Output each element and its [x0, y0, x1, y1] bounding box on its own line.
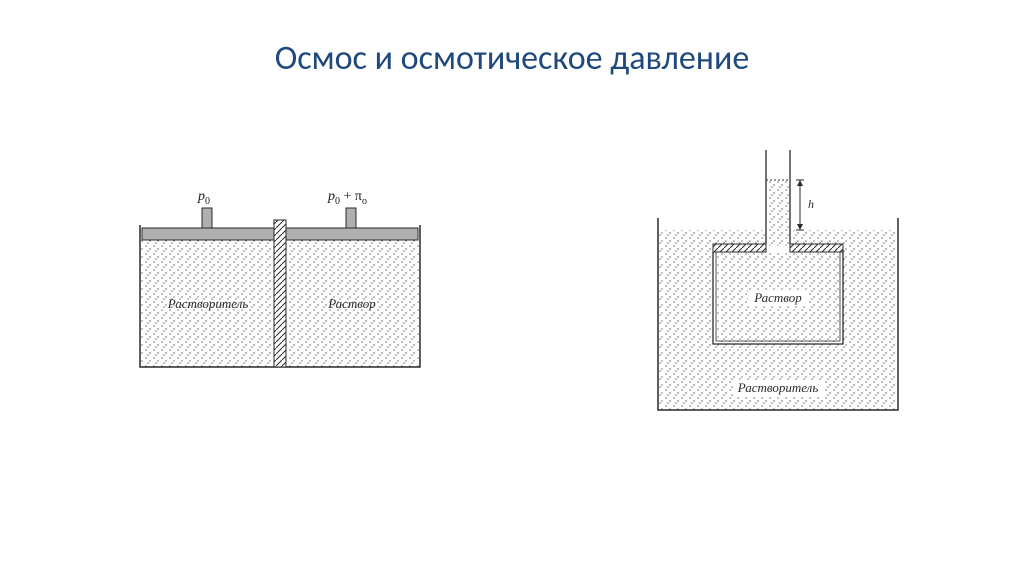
label-solution-right: Раствор — [753, 290, 802, 305]
diagram-right: h Раствор Растворитель — [640, 140, 920, 440]
pressure-left: p0 — [197, 189, 210, 207]
pressure-right: p0 + πo — [327, 189, 367, 207]
diagram-area: p0 p0 + πo Растворитель Раствор h — [0, 150, 1024, 530]
diagram-left: p0 p0 + πo Растворитель Раствор — [120, 180, 440, 400]
label-solvent-right: Растворитель — [737, 380, 819, 395]
page-title: Осмос и осмотическое давление — [0, 0, 1024, 79]
label-solution-left: Раствор — [327, 296, 376, 311]
label-solvent-left: Растворитель — [167, 296, 249, 311]
h-label: h — [808, 197, 814, 211]
